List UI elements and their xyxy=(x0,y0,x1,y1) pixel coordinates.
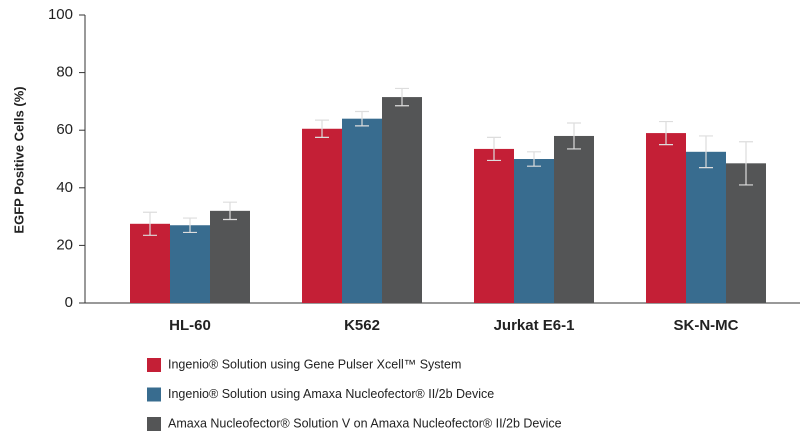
x-tick-label: SK-N-MC xyxy=(674,317,739,334)
error-bar xyxy=(183,217,197,234)
x-tick-label: Jurkat E6-1 xyxy=(494,317,575,334)
legend-swatch xyxy=(147,358,161,372)
bar xyxy=(170,225,210,303)
legend-swatch xyxy=(147,387,161,402)
y-tick-label: 80 xyxy=(56,64,73,81)
y-tick-label: 60 xyxy=(56,121,73,138)
x-tick-label: HL-60 xyxy=(169,317,211,334)
error-bar xyxy=(143,211,157,236)
error-bar xyxy=(527,151,541,167)
x-tick-label: K562 xyxy=(344,317,380,334)
y-tick-label: 100 xyxy=(48,6,73,23)
y-tick-label: 40 xyxy=(56,179,73,196)
bar xyxy=(474,148,514,303)
error-bar xyxy=(487,136,501,162)
bar xyxy=(382,97,422,303)
bar xyxy=(554,135,594,303)
legend-label: Ingenio® Solution using Gene Pulser Xcel… xyxy=(168,357,461,371)
error-bar xyxy=(395,87,409,107)
legend-swatch xyxy=(147,417,161,431)
bar xyxy=(514,159,554,303)
y-axis-label: EGFP Positive Cells (%) xyxy=(11,86,26,233)
error-bar xyxy=(223,201,237,221)
bar xyxy=(302,128,342,303)
bar xyxy=(726,163,766,303)
bar xyxy=(686,151,726,303)
bar xyxy=(646,133,686,303)
error-bar xyxy=(567,122,581,150)
error-bar xyxy=(699,135,713,169)
bar xyxy=(130,223,170,303)
y-tick-label: 20 xyxy=(56,236,73,253)
bar xyxy=(210,210,250,303)
error-bar xyxy=(315,119,329,138)
legend-label: Amaxa Nucleofector® Solution V on Amaxa … xyxy=(168,416,562,430)
error-bar xyxy=(659,120,673,146)
y-tick-label: 0 xyxy=(65,294,73,311)
error-bar xyxy=(739,141,753,186)
bar xyxy=(342,118,382,304)
legend-label: Ingenio® Solution using Amaxa Nucleofect… xyxy=(168,387,494,401)
error-bar xyxy=(355,110,369,127)
